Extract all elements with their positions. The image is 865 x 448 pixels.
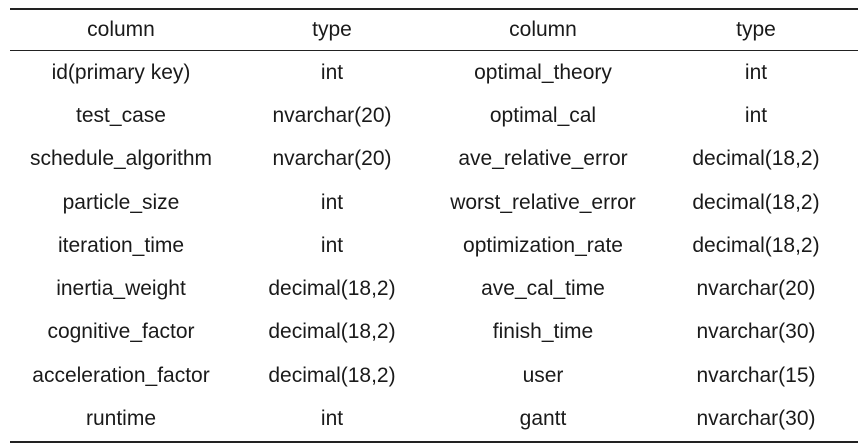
table-row: runtime int gantt nvarchar(30) [10, 397, 858, 442]
table-row: acceleration_factor decimal(18,2) user nvar… [10, 354, 858, 397]
cell-column-left: test_case [76, 103, 166, 127]
cell-type-left: int [320, 233, 344, 257]
cell-type-right: decimal(18,2) [692, 233, 820, 257]
table-row: schedule_algorithm nvarchar(20) ave_relati… [10, 138, 858, 181]
cell-type-right: int [744, 60, 768, 84]
table-row: cognitive_factor decimal(18,2) finish_time… [10, 311, 858, 354]
cell-column-left: runtime [85, 407, 157, 431]
cell-column-left: cognitive_factor [47, 320, 195, 344]
cell-type-right: decimal(18,2) [692, 147, 820, 171]
table-row: inertia_weight decimal(18,2) ave_cal_time n… [10, 267, 858, 310]
cell-type-right: nvarchar(30) [696, 320, 816, 344]
cell-type-left: int [320, 190, 344, 214]
table-row: id(primary key) int optimal_theory int [10, 51, 858, 95]
cell-column-right: gantt [519, 407, 567, 431]
header-type-right: type [736, 18, 776, 41]
cell-type-left: int [320, 407, 344, 431]
cell-type-right: nvarchar(15) [696, 363, 816, 387]
cell-column-left: acceleration_factor [32, 363, 210, 387]
cell-column-right: worst_relative_error [450, 190, 636, 214]
header-type-left: type [312, 18, 352, 41]
cell-column-right: optimal_cal [489, 103, 597, 127]
cell-type-right: int [744, 103, 768, 127]
cell-type-left: decimal(18,2) [268, 363, 396, 387]
table-row: iteration_time int optimization_rate decima… [10, 224, 858, 267]
table-row: particle_size int worst_relative_error deci… [10, 181, 858, 224]
cell-column-right: finish_time [492, 320, 594, 344]
cell-type-left: decimal(18,2) [268, 320, 396, 344]
cell-column-left: id(primary key) [51, 60, 191, 84]
cell-type-left: int [320, 60, 344, 84]
table-row: test_case nvarchar(20) optimal_cal int [10, 94, 858, 137]
cell-column-right: optimization_rate [463, 233, 623, 257]
cell-column-left: schedule_algorithm [29, 147, 213, 171]
cell-column-right: user [522, 363, 564, 387]
header-column-left: column [87, 18, 155, 41]
cell-column-left: inertia_weight [56, 277, 186, 301]
cell-type-right: nvarchar(20) [696, 277, 816, 301]
table-body: id(primary key) int optimal_theory int test_… [10, 51, 858, 442]
header-column-right: column [509, 18, 577, 41]
cell-column-right: optimal_theory [474, 60, 612, 84]
cell-column-right: ave_cal_time [481, 277, 605, 301]
header-row: column type column type [10, 9, 858, 51]
cell-column-left: iteration_time [57, 233, 185, 257]
cell-type-left: nvarchar(20) [272, 103, 392, 127]
schema-table-container: column type column type id(primary key) i… [10, 8, 858, 443]
cell-column-left: particle_size [62, 190, 180, 214]
cell-column-right: ave_relative_error [458, 147, 628, 171]
cell-type-right: nvarchar(30) [696, 407, 816, 431]
schema-table: column type column type id(primary key) i… [10, 8, 858, 443]
cell-type-right: decimal(18,2) [692, 190, 820, 214]
cell-type-left: nvarchar(20) [272, 147, 392, 171]
cell-type-left: decimal(18,2) [268, 277, 396, 301]
